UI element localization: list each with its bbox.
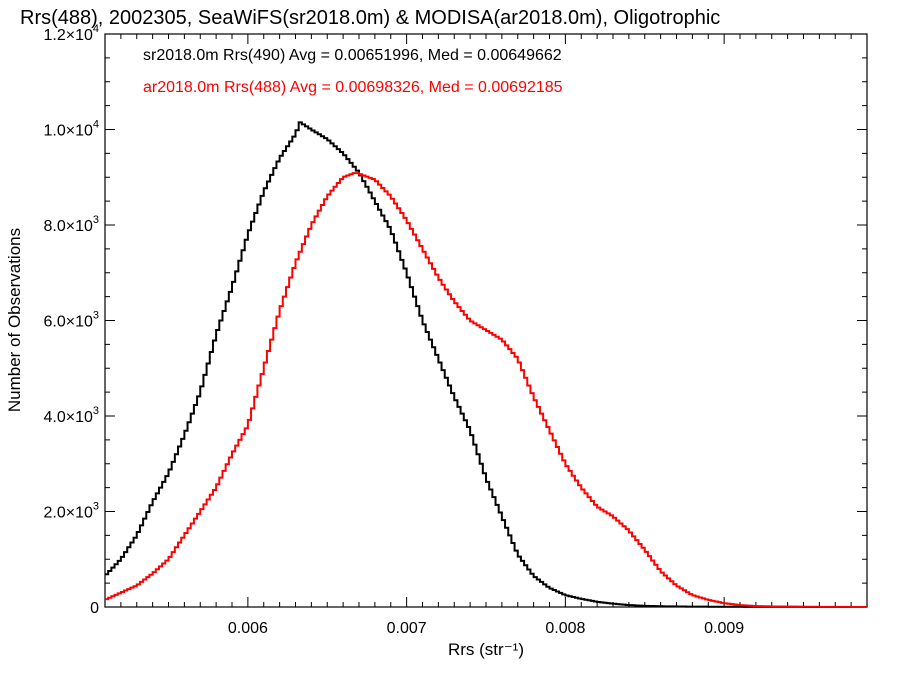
series-line-sr2018 [105, 121, 867, 608]
y-axis-label: Number of Observations [5, 228, 24, 412]
x-tick-label: 0.008 [545, 620, 585, 637]
legend-entry-ar2018: ar2018.0m Rrs(488) Avg = 0.00698326, Med… [143, 79, 563, 96]
x-axis-ticks: 0.006 0.007 0.008 0.009 [120, 34, 852, 637]
x-tick-label: 0.006 [228, 620, 268, 637]
legend: sr2018.0m Rrs(490) Avg = 0.00651996, Med… [143, 47, 563, 96]
y-tick-label: 8.0×103 [43, 214, 99, 235]
y-axis-ticks: 0 2.0×103 4.0×103 6.0×103 8.0×103 1.0×104 1.2×… [43, 23, 867, 617]
series-layer [105, 121, 868, 608]
series-line-ar2018 [105, 172, 868, 608]
x-tick-label: 0.009 [704, 620, 744, 637]
y-tick-label: 1.2×104 [43, 23, 99, 44]
y-tick-label: 2.0×103 [43, 501, 99, 522]
chart-title: Rrs(488), 2002305, SeaWiFS(sr2018.0m) & … [20, 7, 720, 29]
legend-entry-sr2018: sr2018.0m Rrs(490) Avg = 0.00651996, Med… [143, 47, 562, 64]
x-axis-label: Rrs (str⁻¹) [448, 640, 524, 659]
y-tick-label: 6.0×103 [43, 310, 99, 331]
y-tick-label: 0 [90, 600, 99, 617]
x-tick-label: 0.007 [387, 620, 427, 637]
y-tick-label: 1.0×104 [43, 119, 99, 140]
y-tick-label: 4.0×103 [43, 405, 99, 426]
